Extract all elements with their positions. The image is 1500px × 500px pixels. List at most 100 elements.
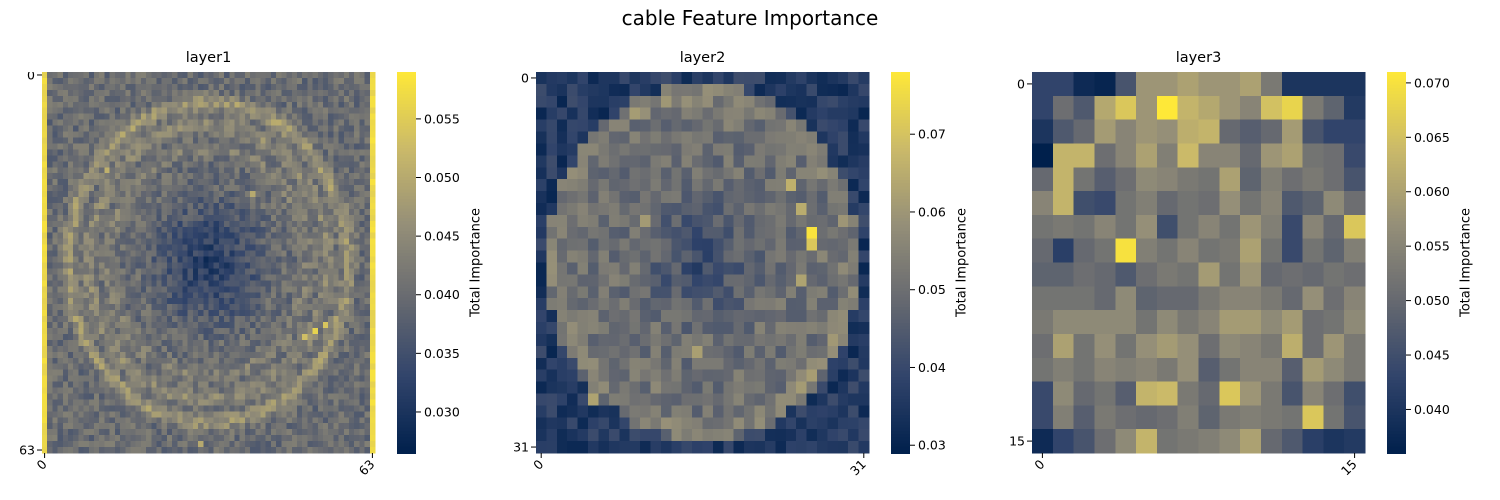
colorbar-gradient-step <box>397 386 416 391</box>
heatmap-cell <box>229 155 236 162</box>
heatmap-cell <box>239 441 246 448</box>
heatmap-cell <box>224 149 230 156</box>
heatmap-cell <box>161 113 168 121</box>
heatmap-cell <box>250 95 256 103</box>
heatmap-cell <box>213 232 220 240</box>
heatmap-cell <box>296 405 303 412</box>
heatmap-cell <box>775 322 787 335</box>
heatmap-cell <box>692 333 704 347</box>
heatmap-cell <box>125 327 132 335</box>
heatmap-cell <box>567 262 579 276</box>
heatmap-cell <box>369 155 376 162</box>
heatmap-cell <box>354 83 360 91</box>
colorbar-gradient-step <box>397 208 416 213</box>
heatmap-cell <box>827 262 839 276</box>
heatmap-cell <box>135 173 142 180</box>
colorbar-gradient-step <box>397 75 416 80</box>
heatmap-cell <box>312 232 319 240</box>
heatmap-cell <box>62 238 69 246</box>
heatmap-cell <box>333 72 340 79</box>
heatmap-cell <box>130 405 137 412</box>
heatmap-cell <box>775 238 787 252</box>
heatmap-cell <box>62 339 69 347</box>
heatmap-cell <box>161 250 168 258</box>
heatmap-cell <box>192 143 199 150</box>
heatmap-cell <box>104 137 111 145</box>
heatmap-cell <box>848 119 860 133</box>
heatmap-cell <box>650 131 662 145</box>
heatmap-cell <box>42 447 48 454</box>
heatmap-cell <box>47 298 53 305</box>
heatmap-cell <box>135 197 142 204</box>
heatmap-cell <box>250 137 256 145</box>
heatmap-cell <box>322 89 329 97</box>
colorbar-gradient-step <box>397 189 416 194</box>
heatmap-cell <box>229 322 236 329</box>
heatmap-cell <box>250 381 256 389</box>
heatmap-cell <box>744 191 756 204</box>
heatmap-cell <box>536 322 548 335</box>
heatmap-cell <box>224 95 230 103</box>
heatmap-cell <box>140 250 147 258</box>
heatmap-cell <box>114 405 121 412</box>
heatmap-cell <box>52 423 59 430</box>
heatmap-cell <box>588 345 600 359</box>
heatmap-cell <box>354 298 360 305</box>
heatmap-cell <box>348 399 355 406</box>
heatmap-cell <box>322 274 329 281</box>
heatmap-cell <box>598 179 610 192</box>
heatmap-cell <box>146 208 152 216</box>
heatmap-cell <box>837 191 849 204</box>
heatmap-cell <box>338 381 345 389</box>
heatmap-cell <box>265 387 272 395</box>
heatmap-cell <box>255 429 262 436</box>
heatmap-cell <box>104 381 111 389</box>
heatmap-cell <box>218 423 225 430</box>
heatmap-cell <box>333 322 340 329</box>
heatmap-cell <box>348 298 355 305</box>
heatmap-cell <box>302 327 308 335</box>
heatmap-cell <box>348 417 355 424</box>
heatmap-cell <box>156 161 163 168</box>
heatmap-cell <box>359 238 366 246</box>
heatmap-cell <box>151 232 158 240</box>
heatmap-cell <box>692 119 704 133</box>
heatmap-cell <box>234 339 241 347</box>
heatmap-cell <box>78 262 85 270</box>
heatmap-cell <box>250 393 256 401</box>
heatmap-cell <box>68 89 74 97</box>
heatmap-cell <box>312 161 319 168</box>
heatmap-cell <box>130 185 137 192</box>
heatmap-cell <box>88 357 95 365</box>
heatmap-cell <box>806 274 818 287</box>
heatmap-cell <box>177 286 184 293</box>
heatmap-cell <box>806 83 818 97</box>
heatmap-cell <box>130 316 137 323</box>
heatmap-cell <box>733 167 745 180</box>
heatmap-cell <box>130 149 137 156</box>
heatmap-cell <box>775 131 787 145</box>
heatmap-cell <box>166 357 173 365</box>
heatmap-cell <box>796 298 808 311</box>
heatmap-cell <box>182 327 189 335</box>
heatmap-cell <box>130 381 137 389</box>
heatmap-cell <box>785 250 797 264</box>
heatmap-cell <box>172 125 178 133</box>
heatmap-cell <box>151 387 158 395</box>
heatmap-cell <box>546 202 558 216</box>
heatmap-cell <box>161 244 168 252</box>
heatmap-cell <box>296 333 303 341</box>
heatmap-cell <box>135 280 142 287</box>
heatmap-cell <box>52 137 59 145</box>
heatmap-cell <box>125 405 132 412</box>
heatmap-cell <box>296 185 303 192</box>
heatmap-cell <box>806 107 818 121</box>
heatmap-cell <box>239 387 246 395</box>
heatmap-cell <box>192 423 199 430</box>
heatmap-cell <box>785 72 797 85</box>
heatmap-cell <box>608 155 620 168</box>
heatmap-cell <box>660 107 672 121</box>
heatmap-cell <box>785 143 797 156</box>
heatmap-cell <box>608 167 620 180</box>
heatmap-cell <box>265 286 272 293</box>
